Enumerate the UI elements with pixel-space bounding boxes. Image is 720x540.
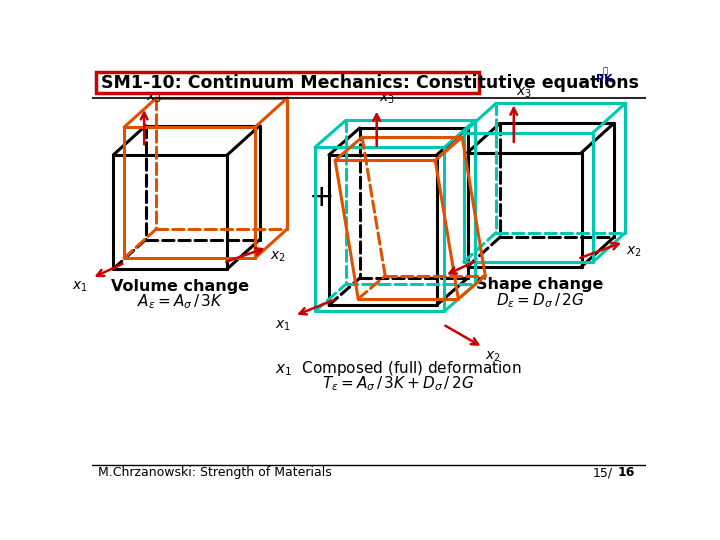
- Text: PK: PK: [596, 73, 613, 84]
- Text: 16: 16: [618, 467, 636, 480]
- Text: $x_2$: $x_2$: [270, 249, 285, 264]
- Text: $x_1$  Composed (full) deformation: $x_1$ Composed (full) deformation: [275, 359, 521, 378]
- Text: $x_3$: $x_3$: [516, 86, 532, 100]
- Text: SM1-10: Continuum Mechanics: Constitutive equations: SM1-10: Continuum Mechanics: Constitutiv…: [101, 73, 639, 91]
- Text: $D_\varepsilon = D_\sigma\,/\,2G$: $D_\varepsilon = D_\sigma\,/\,2G$: [495, 291, 584, 310]
- Text: $x_1$: $x_1$: [72, 280, 88, 294]
- Text: $x_3$: $x_3$: [146, 90, 163, 105]
- Text: Volume change: Volume change: [112, 279, 249, 294]
- Text: $x_1$: $x_1$: [274, 318, 290, 333]
- Text: 🦅: 🦅: [602, 66, 607, 76]
- Text: $x_3$: $x_3$: [379, 92, 395, 106]
- Text: Shape change: Shape change: [476, 278, 603, 292]
- Text: 15/: 15/: [592, 467, 612, 480]
- Bar: [96, 72, 479, 93]
- Text: +: +: [308, 183, 334, 212]
- Text: M.Chrzanowski: Strength of Materials: M.Chrzanowski: Strength of Materials: [98, 467, 332, 480]
- Text: $x_2$: $x_2$: [626, 244, 642, 259]
- Text: $T_\varepsilon = A_\sigma\,/\,3K + D_\sigma\,/\,2G$: $T_\varepsilon = A_\sigma\,/\,3K + D_\si…: [322, 374, 474, 393]
- Text: $x_2$: $x_2$: [485, 350, 501, 364]
- Text: $A_\varepsilon = A_\sigma\,/\,3K$: $A_\varepsilon = A_\sigma\,/\,3K$: [137, 293, 224, 312]
